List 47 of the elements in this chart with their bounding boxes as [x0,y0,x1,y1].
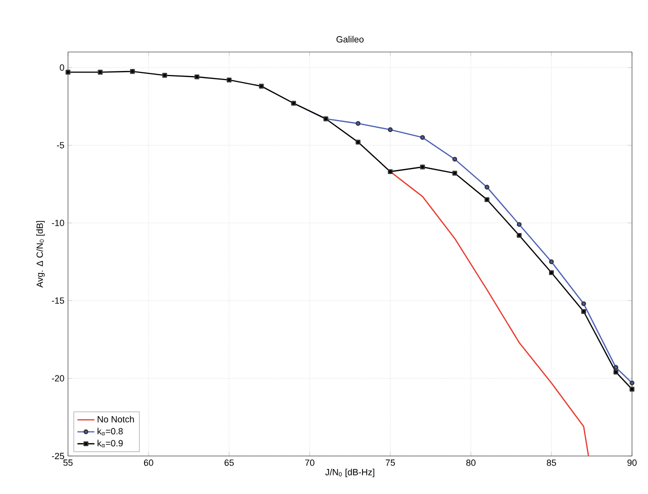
x-tick-label: 80 [466,460,476,466]
point [549,270,554,276]
point [614,370,618,374]
point [516,222,522,227]
y-axis-title: Avg. Δ C/N$_{0}$ [dB] [36,220,45,288]
point [388,169,393,174]
point [162,72,168,78]
point [66,70,70,75]
y-tick-label: -25 [52,452,64,460]
point [630,380,634,386]
y-tick-label: -5 [56,142,64,148]
point [630,386,634,392]
y-tick-label: -20 [52,375,64,382]
y-tick-label: 0 [60,64,64,71]
y-tick-label: -10 [52,220,64,226]
point [452,170,458,176]
x-tick-label: 60 [144,460,154,466]
legend-label: k$_{α}$=0.9 [98,440,123,448]
y-tick-label: -15 [52,297,64,304]
point [516,232,522,238]
point [484,197,490,202]
point [98,70,103,75]
point [484,184,490,190]
legend-label: No Notch [98,416,134,422]
point [356,121,360,126]
point [614,365,618,370]
point [420,164,425,170]
point [356,140,360,145]
point [130,69,135,74]
x-tick-label: 70 [305,460,314,466]
legend-label: k$_{α}$=0.8 [98,428,123,436]
point [194,74,200,80]
point [581,309,586,314]
x-tick-label: 75 [386,460,395,466]
point [258,84,264,89]
point [388,127,393,132]
x-tick-label: 90 [627,460,637,466]
point [452,156,458,162]
x-axis-title: J/N$_{0}$ [dB-Hz] [325,468,374,478]
chart-title: Galileo [336,36,364,43]
x-tick-label: 65 [224,460,234,466]
point [549,259,554,264]
point [420,135,425,140]
x-tick-label: 55 [63,460,73,466]
point [581,301,586,306]
point [226,78,232,82]
x-tick-label: 85 [546,460,556,466]
